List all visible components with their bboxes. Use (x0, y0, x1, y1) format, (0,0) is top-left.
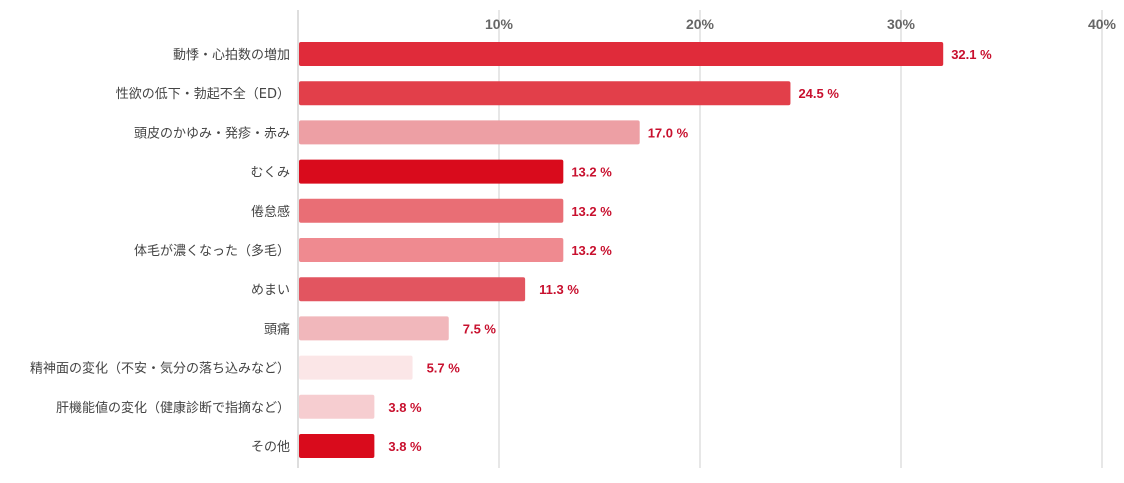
value-label: 13.2 % (571, 243, 612, 258)
category-label: 動悸・心拍数の増加 (173, 48, 290, 63)
value-label: 13.2 % (571, 165, 612, 180)
category-label: 頭痛 (264, 321, 290, 337)
value-label: 7.5 % (463, 321, 497, 336)
bar (299, 277, 526, 302)
x-tick-label: 10% (485, 16, 514, 32)
value-label: 3.8 % (388, 400, 422, 415)
x-tick-label: 20% (686, 16, 715, 32)
value-label: 3.8 % (388, 439, 422, 454)
bar (299, 198, 564, 223)
category-label: 頭皮のかゆみ・発疹・赤み (134, 125, 290, 141)
bar (299, 394, 375, 419)
value-label: 32.1 % (951, 47, 992, 62)
bar (299, 316, 449, 341)
value-label: 13.2 % (571, 204, 612, 219)
category-label: 肝機能値の変化（健康診断で指摘など） (56, 400, 290, 416)
bar (299, 434, 375, 458)
category-label: 倦怠感 (251, 204, 290, 220)
x-tick-label: 40% (1088, 16, 1117, 32)
category-label: 体毛が濃くなった（多毛） (134, 243, 290, 259)
category-label: むくみ (250, 166, 290, 181)
x-tick-label: 30% (887, 16, 916, 32)
category-label: 性欲の低下・勃起不全（ED） (116, 86, 290, 102)
category-label: その他 (251, 440, 290, 455)
bar (299, 81, 791, 106)
bar (299, 355, 413, 380)
value-label: 5.7 % (427, 361, 461, 376)
bar (299, 42, 944, 66)
bar (299, 159, 564, 184)
value-label: 24.5 % (798, 86, 839, 101)
x-axis-ticks: 10% 20% 30% 40% (485, 16, 1117, 32)
category-label: 精神面の変化（不安・気分の落ち込みなど） (30, 361, 290, 377)
bars (299, 42, 944, 458)
value-label: 11.3 % (539, 282, 579, 297)
value-labels: 32.1 % 24.5 % 17.0 % 13.2 % 13.2 % 13.2 % 11.3… (388, 47, 992, 454)
category-label: めまい (251, 283, 290, 298)
value-label: 17.0 % (648, 125, 689, 140)
bar (299, 238, 564, 262)
bar (299, 120, 640, 145)
